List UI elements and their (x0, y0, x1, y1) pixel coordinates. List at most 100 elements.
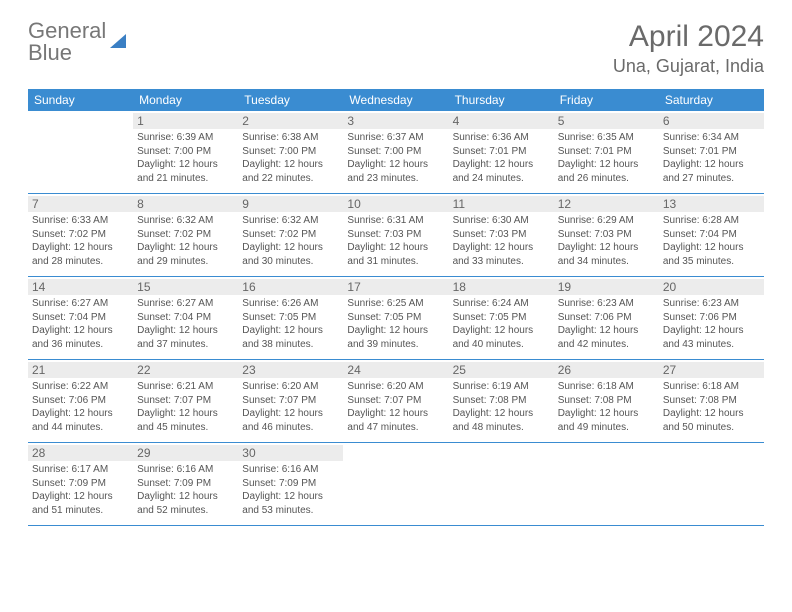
day-info-line: Sunrise: 6:22 AM (32, 380, 129, 394)
day-info-line: Daylight: 12 hours (242, 407, 339, 421)
day-info-line: Sunset: 7:02 PM (137, 228, 234, 242)
day-number: 8 (133, 196, 238, 212)
day-info-line: Daylight: 12 hours (558, 158, 655, 172)
day-info-line: Daylight: 12 hours (347, 324, 444, 338)
day-info-line: and 51 minutes. (32, 504, 129, 518)
day-info-line: Daylight: 12 hours (663, 241, 760, 255)
day-number: 30 (238, 445, 343, 461)
week-row: 21Sunrise: 6:22 AMSunset: 7:06 PMDayligh… (28, 360, 764, 443)
day-info-line: and 42 minutes. (558, 338, 655, 352)
day-info-line: Sunset: 7:07 PM (347, 394, 444, 408)
day-info-line: Sunrise: 6:20 AM (347, 380, 444, 394)
day-info-line: Sunset: 7:01 PM (663, 145, 760, 159)
week-row: 1Sunrise: 6:39 AMSunset: 7:00 PMDaylight… (28, 111, 764, 194)
day-info-line: Sunset: 7:07 PM (137, 394, 234, 408)
day-info: Sunrise: 6:36 AMSunset: 7:01 PMDaylight:… (453, 131, 550, 185)
day-info-line: Sunrise: 6:28 AM (663, 214, 760, 228)
day-info: Sunrise: 6:33 AMSunset: 7:02 PMDaylight:… (32, 214, 129, 268)
day-info-line: Sunrise: 6:19 AM (453, 380, 550, 394)
day-info-line: and 35 minutes. (663, 255, 760, 269)
day-info-line: Daylight: 12 hours (453, 324, 550, 338)
day-info-line: Sunset: 7:03 PM (558, 228, 655, 242)
day-number: 27 (659, 362, 764, 378)
day-info: Sunrise: 6:27 AMSunset: 7:04 PMDaylight:… (137, 297, 234, 351)
day-info-line: Sunset: 7:02 PM (242, 228, 339, 242)
day-info-line: Daylight: 12 hours (558, 407, 655, 421)
day-info-line: Daylight: 12 hours (242, 324, 339, 338)
day-info-line: Sunrise: 6:29 AM (558, 214, 655, 228)
day-info-line: Sunrise: 6:34 AM (663, 131, 760, 145)
day-info-line: and 28 minutes. (32, 255, 129, 269)
day-info-line: Sunrise: 6:21 AM (137, 380, 234, 394)
day-info-line: Sunset: 7:00 PM (137, 145, 234, 159)
day-info-line: Sunset: 7:04 PM (663, 228, 760, 242)
day-info-line: Sunrise: 6:23 AM (558, 297, 655, 311)
day-info-line: Daylight: 12 hours (242, 490, 339, 504)
day-info: Sunrise: 6:22 AMSunset: 7:06 PMDaylight:… (32, 380, 129, 434)
day-info-line: and 49 minutes. (558, 421, 655, 435)
header: General Blue April 2024 Una, Gujarat, In… (28, 20, 764, 77)
day-cell (449, 443, 554, 525)
day-cell: 29Sunrise: 6:16 AMSunset: 7:09 PMDayligh… (133, 443, 238, 525)
logo: General Blue (28, 20, 126, 64)
day-info-line: Daylight: 12 hours (558, 324, 655, 338)
weekday-header: Monday (133, 89, 238, 111)
day-info: Sunrise: 6:30 AMSunset: 7:03 PMDaylight:… (453, 214, 550, 268)
day-info-line: Sunrise: 6:26 AM (242, 297, 339, 311)
day-number: 7 (28, 196, 133, 212)
day-info-line: Sunrise: 6:16 AM (137, 463, 234, 477)
day-number: 19 (554, 279, 659, 295)
day-number: 25 (449, 362, 554, 378)
day-info-line: Sunrise: 6:16 AM (242, 463, 339, 477)
day-number: 26 (554, 362, 659, 378)
day-info-line: Daylight: 12 hours (137, 324, 234, 338)
day-cell: 17Sunrise: 6:25 AMSunset: 7:05 PMDayligh… (343, 277, 448, 359)
day-cell: 3Sunrise: 6:37 AMSunset: 7:00 PMDaylight… (343, 111, 448, 193)
weekday-header: Thursday (449, 89, 554, 111)
day-info-line: and 23 minutes. (347, 172, 444, 186)
day-cell: 6Sunrise: 6:34 AMSunset: 7:01 PMDaylight… (659, 111, 764, 193)
week-row: 14Sunrise: 6:27 AMSunset: 7:04 PMDayligh… (28, 277, 764, 360)
day-info-line: and 40 minutes. (453, 338, 550, 352)
weekday-header: Tuesday (238, 89, 343, 111)
day-info: Sunrise: 6:38 AMSunset: 7:00 PMDaylight:… (242, 131, 339, 185)
weekday-header: Friday (554, 89, 659, 111)
day-info-line: and 26 minutes. (558, 172, 655, 186)
location: Una, Gujarat, India (613, 56, 764, 77)
day-info-line: Daylight: 12 hours (137, 241, 234, 255)
day-number: 11 (449, 196, 554, 212)
day-info-line: Sunset: 7:00 PM (242, 145, 339, 159)
day-number: 23 (238, 362, 343, 378)
day-info-line: Sunrise: 6:37 AM (347, 131, 444, 145)
month-title: April 2024 (613, 20, 764, 54)
day-info-line: Sunset: 7:04 PM (32, 311, 129, 325)
day-cell: 1Sunrise: 6:39 AMSunset: 7:00 PMDaylight… (133, 111, 238, 193)
day-cell: 8Sunrise: 6:32 AMSunset: 7:02 PMDaylight… (133, 194, 238, 276)
day-info-line: Sunset: 7:09 PM (242, 477, 339, 491)
day-number: 14 (28, 279, 133, 295)
day-info-line: Daylight: 12 hours (137, 407, 234, 421)
day-info-line: Sunrise: 6:18 AM (663, 380, 760, 394)
day-number: 9 (238, 196, 343, 212)
day-info: Sunrise: 6:16 AMSunset: 7:09 PMDaylight:… (242, 463, 339, 517)
day-info-line: Sunset: 7:03 PM (453, 228, 550, 242)
day-info-line: and 46 minutes. (242, 421, 339, 435)
day-info-line: Daylight: 12 hours (453, 241, 550, 255)
day-cell: 18Sunrise: 6:24 AMSunset: 7:05 PMDayligh… (449, 277, 554, 359)
day-cell: 11 Sunrise: 6:30 AMSunset: 7:03 PMDayligh… (449, 194, 554, 276)
day-info: Sunrise: 6:25 AMSunset: 7:05 PMDaylight:… (347, 297, 444, 351)
day-info-line: Sunrise: 6:24 AM (453, 297, 550, 311)
day-info: Sunrise: 6:23 AMSunset: 7:06 PMDaylight:… (558, 297, 655, 351)
day-info: Sunrise: 6:23 AMSunset: 7:06 PMDaylight:… (663, 297, 760, 351)
day-cell: 10Sunrise: 6:31 AMSunset: 7:03 PMDayligh… (343, 194, 448, 276)
day-cell (28, 111, 133, 193)
day-info: Sunrise: 6:31 AMSunset: 7:03 PMDaylight:… (347, 214, 444, 268)
day-info-line: Sunrise: 6:31 AM (347, 214, 444, 228)
day-info-line: Sunset: 7:00 PM (347, 145, 444, 159)
day-number: 20 (659, 279, 764, 295)
day-cell (659, 443, 764, 525)
day-info-line: Daylight: 12 hours (347, 241, 444, 255)
day-info-line: Daylight: 12 hours (242, 158, 339, 172)
day-info-line: Daylight: 12 hours (453, 407, 550, 421)
day-cell: 16Sunrise: 6:26 AMSunset: 7:05 PMDayligh… (238, 277, 343, 359)
